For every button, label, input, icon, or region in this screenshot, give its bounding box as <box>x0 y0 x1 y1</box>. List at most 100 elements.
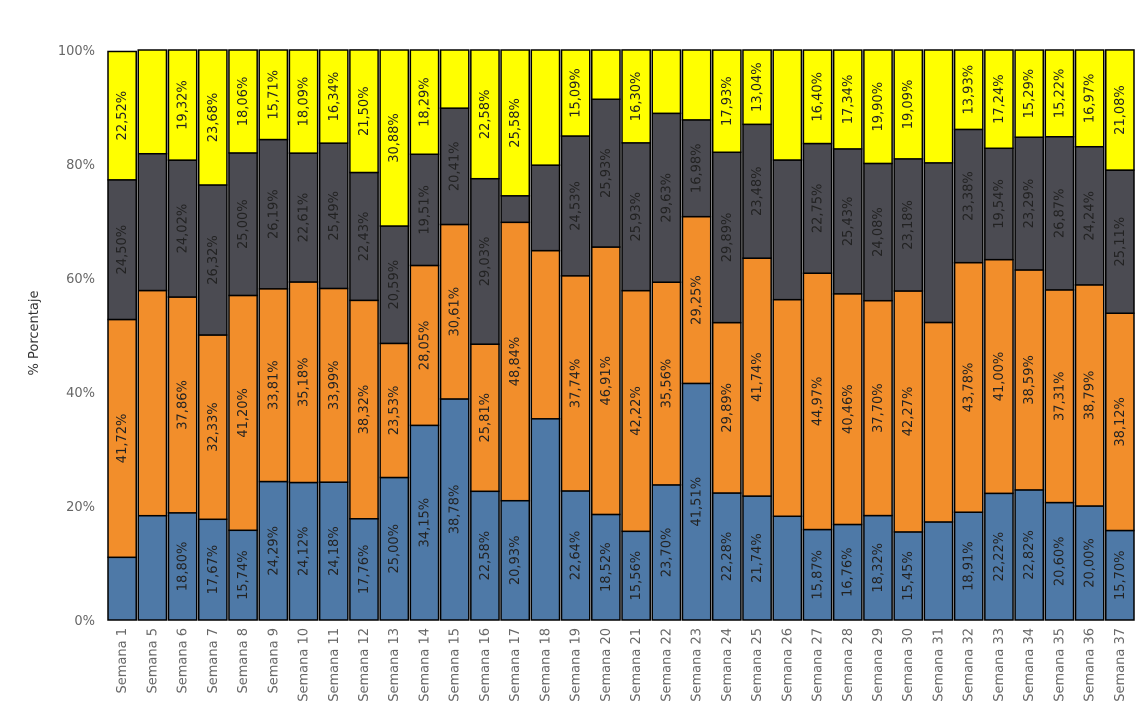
bar-segment <box>1014 489 1045 621</box>
bar-segment <box>107 318 137 559</box>
bar-segment <box>863 514 893 621</box>
bar-segment <box>288 49 319 154</box>
data-label: 20,60% <box>1052 537 1067 587</box>
bar-segment <box>711 151 742 324</box>
x-category-label: Semana 27 <box>811 628 826 702</box>
data-label: 23,68% <box>206 93 221 143</box>
data-label: 37,86% <box>176 380 191 430</box>
bar-segment <box>137 152 168 292</box>
data-label: 25,93% <box>629 192 644 242</box>
bar-segment <box>923 162 954 324</box>
bar-segment <box>802 49 833 145</box>
data-label: 18,91% <box>962 541 977 591</box>
bar-segment <box>228 49 258 154</box>
x-category-label: Semana 12 <box>357 628 372 702</box>
data-label: 20,93% <box>508 536 523 586</box>
bar-segment <box>1105 529 1135 621</box>
bar-segment <box>107 179 137 321</box>
data-label: 16,97% <box>1083 74 1098 124</box>
data-label: 19,09% <box>901 80 916 130</box>
data-label: 25,58% <box>508 98 523 148</box>
bar-segment <box>560 490 591 621</box>
bar-segment <box>530 164 561 252</box>
x-category-label: Semana 9 <box>266 628 281 694</box>
x-category-label: Semana 16 <box>478 628 493 702</box>
data-label: 13,93% <box>962 65 977 115</box>
data-label: 22,58% <box>478 90 493 140</box>
data-label: 15,74% <box>236 550 251 600</box>
data-label: 20,41% <box>448 142 463 192</box>
bar-segment <box>258 288 289 483</box>
x-category-label: Semana 21 <box>629 628 644 702</box>
data-label: 41,00% <box>992 352 1007 402</box>
x-category-label: Semana 18 <box>538 628 553 702</box>
x-category-label: Semana 6 <box>176 628 191 694</box>
data-label: 24,08% <box>871 207 886 257</box>
bar-segment <box>863 49 893 165</box>
data-label: 24,02% <box>176 204 191 254</box>
bar-segment <box>1044 136 1075 291</box>
bar-segment <box>984 49 1014 150</box>
data-label: 26,32% <box>206 235 221 285</box>
bar-segment <box>137 49 168 155</box>
x-category-label: Semana 15 <box>448 628 463 702</box>
bar-segment <box>651 112 682 283</box>
data-label: 17,34% <box>841 75 856 125</box>
bar-segment <box>621 49 651 144</box>
bar-segment <box>349 299 379 520</box>
data-label: 24,53% <box>569 181 584 231</box>
x-category-label: Semana 1 <box>115 628 130 694</box>
data-label: 23,53% <box>387 386 402 436</box>
bar-segment <box>197 49 228 186</box>
bars <box>107 49 1135 621</box>
data-label: 30,61% <box>448 287 463 337</box>
bar-segment <box>379 49 410 227</box>
x-category-label: Semana 23 <box>690 628 705 702</box>
y-axis-label: % Porcentaje <box>27 291 42 376</box>
data-label: 25,49% <box>327 191 342 241</box>
data-label: 25,93% <box>599 148 614 198</box>
data-labels: 41,72% 24,50% 22,52% 18,80% 37,86% 24,02% 19,3… <box>115 62 1128 600</box>
x-category-label: Semana 32 <box>962 628 977 702</box>
data-label: 15,22% <box>1052 69 1067 119</box>
bar-segment <box>832 148 863 295</box>
data-label: 15,45% <box>901 551 916 601</box>
data-label: 16,40% <box>811 72 826 122</box>
bar-segment <box>167 296 198 514</box>
data-label: 15,29% <box>1022 69 1037 119</box>
data-label: 22,28% <box>720 532 735 582</box>
x-category-label: Semana 11 <box>327 628 342 702</box>
data-label: 21,08% <box>1113 85 1128 135</box>
bar-segment <box>107 50 137 181</box>
data-label: 38,32% <box>357 385 372 435</box>
x-category-label: Semana 33 <box>992 628 1007 702</box>
data-label: 22,52% <box>115 91 130 141</box>
bar-segment <box>500 49 531 197</box>
data-label: 37,31% <box>1052 371 1067 421</box>
bar-segment <box>863 299 893 517</box>
bar-segment <box>591 513 621 621</box>
bar-segment <box>560 135 591 277</box>
x-category-label: Semana 30 <box>901 628 916 702</box>
bar-segment <box>1044 49 1075 138</box>
data-label: 15,87% <box>811 550 826 600</box>
y-tick-label: 0% <box>74 614 95 629</box>
bar-segment <box>379 476 410 621</box>
x-category-label: Semana 36 <box>1083 628 1098 702</box>
data-label: 24,18% <box>327 526 342 576</box>
bar-segment <box>1044 289 1075 504</box>
data-label: 22,82% <box>1022 530 1037 580</box>
data-label: 40,46% <box>841 384 856 434</box>
bar-segment <box>681 49 712 121</box>
bar-segment <box>167 512 198 621</box>
bar-segment <box>742 495 772 621</box>
y-tick-label: 80% <box>66 158 95 173</box>
x-category-label: Semana 20 <box>599 628 614 702</box>
bar-segment <box>409 424 440 621</box>
data-label: 37,74% <box>569 359 584 409</box>
data-label: 16,98% <box>690 143 705 193</box>
data-label: 25,00% <box>387 524 402 574</box>
data-label: 38,59% <box>1022 355 1037 405</box>
data-label: 19,51% <box>417 185 432 235</box>
y-tick-label: 60% <box>66 272 95 287</box>
